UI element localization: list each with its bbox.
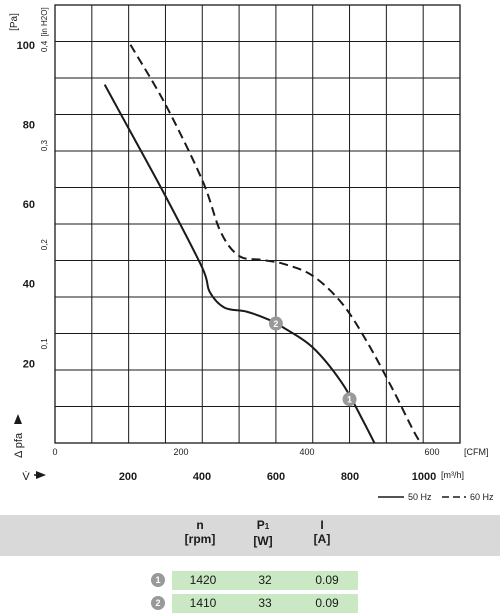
header-current: I [A] — [313, 518, 331, 546]
x-axis-arrow — [36, 471, 46, 479]
y-tick-label-pa: 40 — [23, 279, 35, 291]
row1-current: 0.09 — [296, 571, 358, 590]
operating-point-marker — [342, 392, 357, 407]
chart-grid — [54, 4, 461, 444]
header-power: P1 [W] — [253, 518, 273, 548]
operating-point-marker — [268, 316, 283, 331]
spec-table-header-band — [0, 515, 500, 556]
header-speed: n [rpm] — [184, 518, 216, 546]
x-tick-label-m3h: 200 — [119, 471, 137, 483]
series-line-2 — [129, 44, 422, 443]
operating-point-label: 1 — [347, 395, 352, 405]
y-tick-label-pa: 60 — [23, 199, 35, 211]
operating-point-label: 2 — [273, 319, 278, 329]
x-axis-title: V̇ — [22, 470, 30, 483]
y-tick-label-pa: 80 — [23, 119, 35, 131]
x-tick-label-m3h: 600 — [267, 471, 285, 483]
y-axis-labels: [Pa] [in H2O] 20 40 60 80 100 0,1 0,2 0,3 0,4 Δ pfa — [9, 7, 49, 458]
y-axis-arrow — [14, 414, 22, 424]
y-unit-pa: [Pa] — [9, 13, 20, 31]
x-axis-labels: 0 200 400 600 [CFM] 200 400 600 800 1000 [m³/h] V̇ — [22, 447, 488, 483]
y-unit-inh2o: [in H2O] — [40, 7, 49, 36]
x-unit-m3h: [m³/h] — [441, 470, 464, 480]
row1-speed: 1420 — [172, 571, 234, 590]
x-tick-label-cfm: 200 — [173, 447, 188, 457]
x-tick-label-m3h: 400 — [193, 471, 211, 483]
series-line-1 — [103, 84, 376, 443]
row2-point-badge: 2 — [151, 596, 165, 610]
y-tick-label-inh2o: 0,2 — [40, 239, 49, 251]
row2-power: 33 — [234, 594, 296, 613]
x-tick-label-cfm: 600 — [424, 447, 439, 457]
y-tick-label-inh2o: 0,1 — [40, 338, 49, 350]
y-tick-label-inh2o: 0,4 — [40, 40, 49, 52]
legend-label-2: 60 Hz — [470, 492, 494, 502]
x-tick-label-m3h: 800 — [341, 471, 359, 483]
x-tick-label-m3h: 1000 — [412, 471, 436, 483]
x-unit-cfm: [CFM] — [464, 447, 489, 457]
legend-label-1: 50 Hz — [408, 492, 432, 502]
x-tick-label-cfm: 400 — [299, 447, 314, 457]
row2-speed: 1410 — [172, 594, 234, 613]
y-tick-label-inh2o: 0,3 — [40, 139, 49, 151]
chart-legend: 50 Hz 60 Hz — [378, 492, 494, 502]
row1-power: 32 — [234, 571, 296, 590]
operating-point-markers: 12 — [268, 316, 357, 407]
chart-curves — [103, 44, 422, 443]
y-tick-label-pa: 100 — [17, 40, 35, 52]
row1-point-badge: 1 — [151, 573, 165, 587]
x-tick-label-cfm: 0 — [52, 447, 57, 457]
y-tick-label-pa: 20 — [23, 358, 35, 370]
row2-current: 0.09 — [296, 594, 358, 613]
y-axis-title: Δ pfa — [13, 432, 25, 458]
